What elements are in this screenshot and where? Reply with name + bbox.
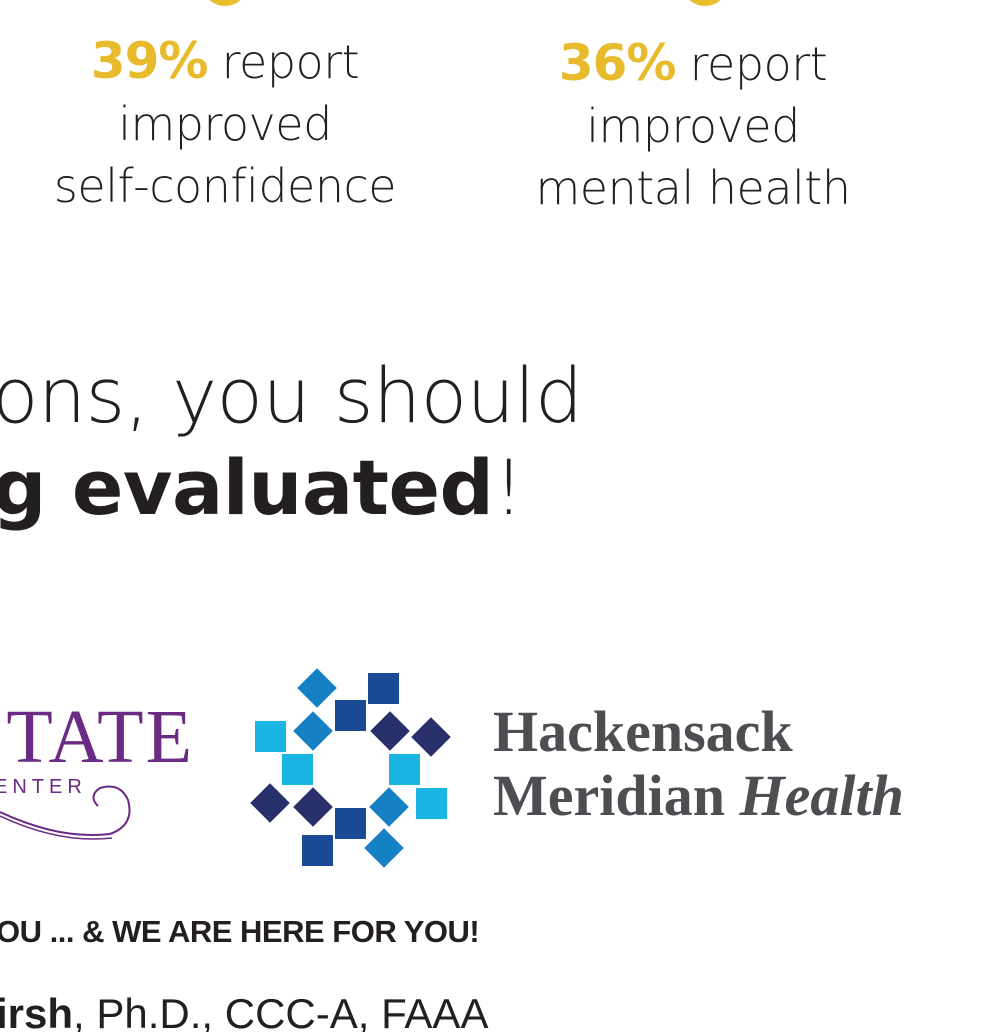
logo-diamond bbox=[369, 787, 409, 827]
headline-bold: g evaluated bbox=[0, 443, 494, 532]
stat-text: self-confidence bbox=[53, 159, 397, 213]
logo-square bbox=[281, 753, 313, 785]
logo-diamond bbox=[293, 711, 333, 751]
tate-logo-sub: ENTER bbox=[0, 776, 87, 798]
stat-percent: 39% bbox=[90, 32, 209, 90]
tate-logo: TATE ENTER bbox=[0, 700, 200, 850]
headline-line-1: ons, you should bbox=[0, 351, 583, 440]
headline-line-2: g evaluated! bbox=[0, 442, 583, 534]
logo-diamond bbox=[364, 828, 404, 868]
hmh-meridian: Meridian bbox=[493, 763, 725, 828]
stat-icon-circle bbox=[682, 0, 728, 6]
logo-square bbox=[254, 720, 286, 752]
tate-logo-name: TATE bbox=[6, 700, 194, 779]
stat-percent: 36% bbox=[558, 34, 677, 92]
stat-text: report bbox=[207, 35, 360, 89]
stat-text: improved bbox=[586, 99, 800, 153]
contact-credentials: , Ph.D., CCC-A, FAAA bbox=[73, 990, 489, 1032]
hmh-logo-mark bbox=[0, 0, 460, 880]
hmh-logo-text: Hackensack Meridian Health bbox=[493, 700, 904, 828]
logo-square bbox=[301, 834, 333, 866]
hmh-line-1: Hackensack bbox=[493, 699, 793, 764]
stat-text: mental health bbox=[535, 161, 851, 215]
stat-icon-circle bbox=[202, 0, 248, 6]
tagline: OU ... & WE ARE HERE FOR YOU! bbox=[0, 914, 480, 949]
logo-diamond bbox=[411, 717, 451, 757]
stat-mental-health: 36% report improved mental health bbox=[488, 32, 898, 219]
contact-name-bold: irsh bbox=[0, 990, 74, 1032]
logo-diamond bbox=[297, 668, 337, 708]
headline: ons, you should g evaluated! bbox=[0, 350, 583, 534]
headline-end: ! bbox=[493, 443, 524, 532]
hmh-line-2: Meridian Health bbox=[493, 764, 904, 828]
stat-text: improved bbox=[118, 97, 332, 151]
logo-diamond bbox=[250, 783, 290, 823]
logo-square bbox=[334, 699, 366, 731]
logo-square bbox=[367, 672, 399, 704]
stat-self-confidence: 39% report improved self-confidence bbox=[20, 30, 430, 217]
contact-name: irsh, Ph.D., CCC-A, FAAA bbox=[0, 990, 488, 1032]
hmh-health: Health bbox=[739, 763, 904, 828]
logo-square bbox=[388, 753, 420, 785]
swirl-icon bbox=[0, 785, 131, 840]
logo-diamond bbox=[370, 711, 410, 751]
logo-diamond bbox=[293, 787, 333, 827]
stat-text: report bbox=[675, 37, 828, 91]
logo-square bbox=[334, 807, 366, 839]
logo-square bbox=[415, 787, 447, 819]
